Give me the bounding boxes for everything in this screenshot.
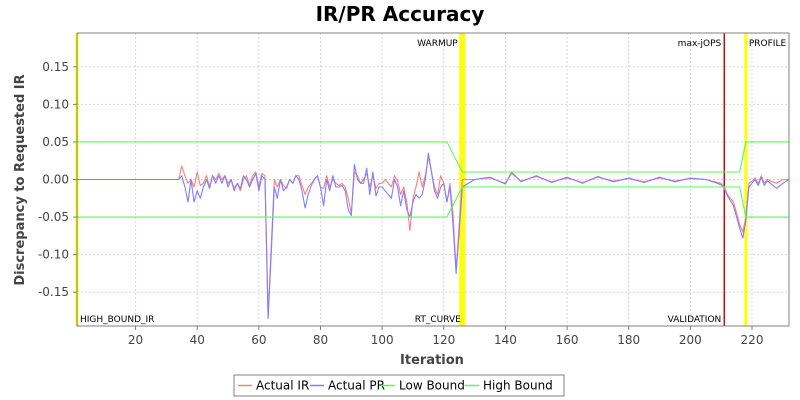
y-tick-label: -0.05 bbox=[38, 210, 69, 224]
legend-label: Actual PR bbox=[328, 379, 385, 393]
y-tick-label: 0.15 bbox=[42, 60, 69, 74]
series-line-high-bound bbox=[77, 141, 789, 173]
x-tick-label: 20 bbox=[128, 333, 143, 347]
y-tick-label: -0.15 bbox=[38, 285, 69, 299]
y-tick-label: 0.10 bbox=[42, 97, 69, 111]
x-tick-label: 100 bbox=[371, 333, 394, 347]
marker-label: WARMUP bbox=[417, 39, 458, 49]
plot-area: HIGH_BOUND_IR WARMUP RT_CURVE max-jOPS VALID… bbox=[38, 32, 790, 347]
legend-label: Actual IR bbox=[256, 379, 309, 393]
marker-label: PROFILE bbox=[749, 39, 787, 49]
marker-label: VALIDATION bbox=[668, 315, 722, 325]
x-tick-label: 160 bbox=[556, 333, 579, 347]
x-tick-label: 120 bbox=[432, 333, 455, 347]
x-tick-label: 80 bbox=[313, 333, 328, 347]
chart-title: IR/PR Accuracy bbox=[316, 2, 485, 26]
y-tick-label: -0.10 bbox=[38, 248, 69, 262]
y-axis-label: Discrepancy to Requested IR bbox=[13, 74, 28, 285]
y-tick-label: 0.00 bbox=[42, 173, 69, 187]
legend-label: Low Bound bbox=[399, 379, 465, 393]
series-line-low-bound bbox=[77, 186, 789, 218]
marker-label: max-jOPS bbox=[678, 39, 722, 49]
legend: Actual IR Actual PR Low Bound High Bound bbox=[233, 374, 565, 397]
marker-label: RT_CURVE bbox=[415, 315, 461, 325]
x-tick-label: 220 bbox=[741, 333, 764, 347]
x-tick-label: 60 bbox=[251, 333, 266, 347]
x-tick-label: 140 bbox=[494, 333, 517, 347]
x-tick-label: 40 bbox=[190, 333, 205, 347]
x-tick-label: 180 bbox=[617, 333, 640, 347]
x-axis-label: Iteration bbox=[400, 353, 464, 368]
legend-box bbox=[233, 374, 565, 397]
marker-label: HIGH_BOUND_IR bbox=[80, 315, 154, 325]
series-line-actual-ir bbox=[77, 156, 789, 317]
legend-label: High Bound bbox=[483, 379, 553, 393]
x-tick-label: 200 bbox=[679, 333, 702, 347]
y-tick-label: 0.05 bbox=[42, 135, 69, 149]
series-line-actual-pr bbox=[77, 152, 790, 320]
